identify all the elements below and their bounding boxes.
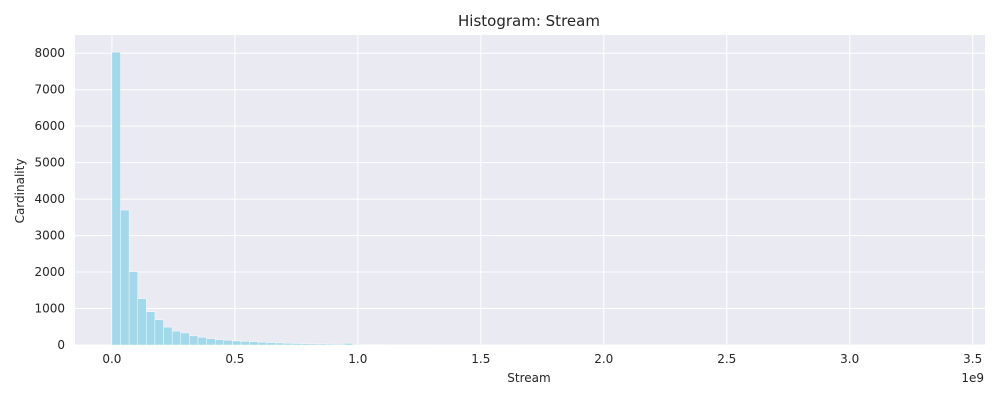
grid-lines xyxy=(75,35,985,346)
histogram-bar xyxy=(146,311,156,346)
histogram-bar xyxy=(266,342,276,346)
x-axis-ticks: 0.0 0.5 1.0 1.5 2.0 2.5 3.0 3.5 xyxy=(102,352,982,366)
chart-title: Histogram: Stream xyxy=(458,12,600,30)
histogram-bar xyxy=(275,342,285,346)
histogram-bar xyxy=(111,51,121,346)
histogram-bar xyxy=(137,298,147,346)
x-axis-offset-label: 1e9 xyxy=(961,371,984,385)
histogram-bar xyxy=(309,343,319,346)
histogram-bar xyxy=(180,332,190,346)
x-tick-label: 3.5 xyxy=(963,352,982,366)
x-axis-label: Stream xyxy=(507,371,550,385)
histogram-bar xyxy=(240,341,250,346)
histogram-bar xyxy=(206,338,216,346)
y-tick-label: 6000 xyxy=(34,119,65,133)
histogram-bar xyxy=(171,330,181,346)
histogram-bar xyxy=(128,271,138,346)
y-tick-label: 2000 xyxy=(34,265,65,279)
x-tick-label: 2.5 xyxy=(717,352,736,366)
histogram-bar xyxy=(120,209,130,346)
y-tick-label: 5000 xyxy=(34,156,65,170)
y-tick-label: 4000 xyxy=(34,192,65,206)
plot-area xyxy=(75,35,985,345)
histogram-bar xyxy=(326,343,336,346)
x-tick-label: 2.0 xyxy=(594,352,613,366)
x-tick-label: 3.0 xyxy=(840,352,859,366)
x-tick-label: 0.0 xyxy=(102,352,121,366)
x-tick-label: 0.5 xyxy=(225,352,244,366)
y-axis-label: Cardinality xyxy=(13,159,27,224)
y-axis-ticks: 0 1000 2000 3000 4000 5000 6000 7000 8000 xyxy=(34,46,65,352)
histogram-bar xyxy=(258,342,268,346)
histogram-bar xyxy=(223,340,233,346)
histogram-bar xyxy=(197,337,207,346)
y-tick-label: 1000 xyxy=(34,302,65,316)
histogram-bar xyxy=(232,340,242,346)
histogram-bar xyxy=(344,343,354,346)
y-tick-label: 3000 xyxy=(34,229,65,243)
histogram-bar xyxy=(335,343,345,346)
histogram-bar xyxy=(292,343,302,346)
histogram-bar xyxy=(214,339,224,346)
y-tick-label: 8000 xyxy=(34,46,65,60)
x-tick-label: 1.0 xyxy=(348,352,367,366)
x-tick-label: 1.5 xyxy=(471,352,490,366)
histogram-bar xyxy=(249,341,259,346)
histogram-bar xyxy=(163,326,173,346)
histogram-bar xyxy=(283,343,293,346)
histogram-bar xyxy=(189,335,199,346)
y-tick-label: 0 xyxy=(57,338,65,352)
y-tick-label: 7000 xyxy=(34,83,65,97)
histogram-bar xyxy=(318,343,328,346)
histogram-bar xyxy=(301,343,311,346)
histogram-bar xyxy=(352,344,362,346)
histogram-bar xyxy=(154,319,164,346)
histogram-bars xyxy=(111,51,956,346)
